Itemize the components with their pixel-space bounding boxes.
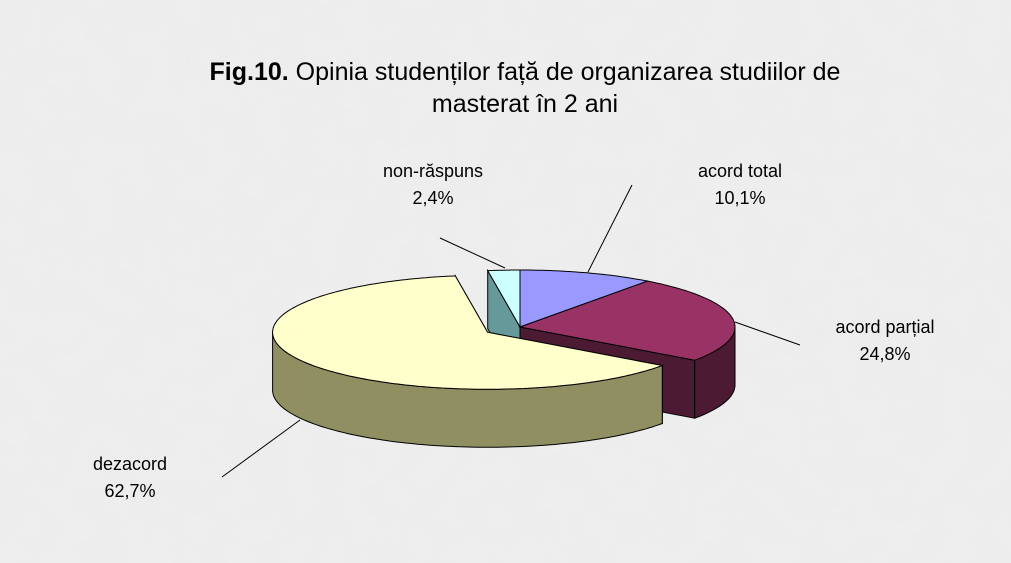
figure-label: Fig.10. <box>209 58 289 86</box>
slice-label: acord total <box>698 161 782 181</box>
slice-label: acord parțial <box>835 317 934 337</box>
value-label: 24,8% <box>859 344 910 364</box>
title-text: Opinia studenților față de organizarea s… <box>295 58 841 118</box>
pie <box>272 268 736 448</box>
slice <box>486 269 521 329</box>
chart-title: Fig.10. Opinia studenților față de organ… <box>205 56 845 120</box>
slice <box>518 280 736 361</box>
value-label: 2,4% <box>412 188 453 208</box>
leader-line <box>587 184 633 273</box>
value-label: 62,7% <box>104 481 155 501</box>
leader-line <box>734 321 801 346</box>
slice-label: non-răspuns <box>383 161 483 181</box>
slice <box>519 269 650 328</box>
labels: acord total 10,1% acord parțial 24,8% dezaco… <box>93 161 935 501</box>
value-label: 10,1% <box>714 188 765 208</box>
slice-label: dezacord <box>93 454 167 474</box>
leader-line <box>439 237 506 269</box>
slice <box>272 275 665 390</box>
leader-line <box>221 419 301 478</box>
